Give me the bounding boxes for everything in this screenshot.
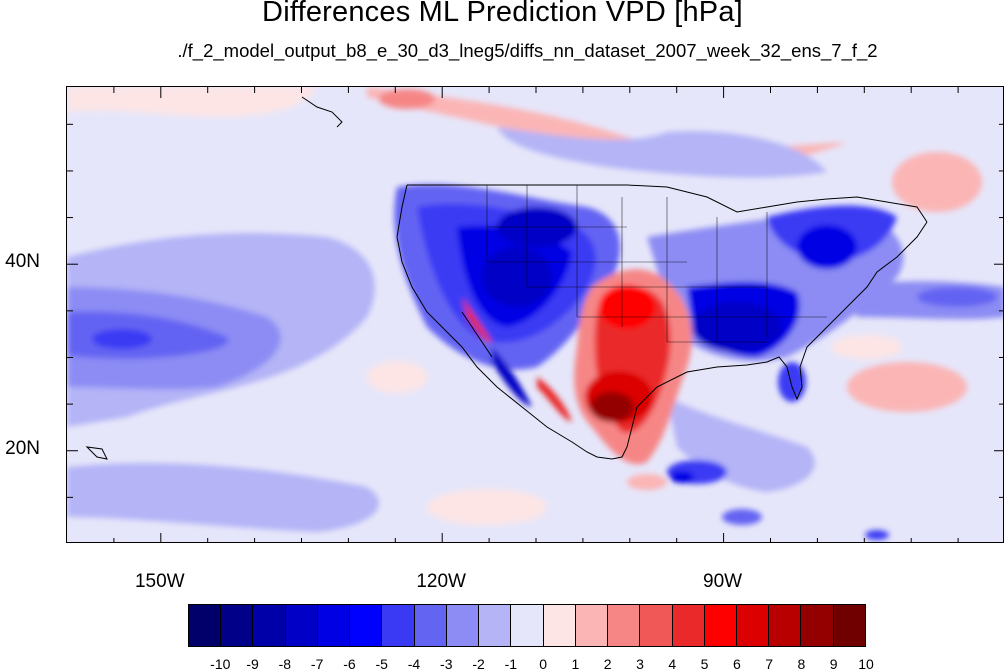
colorbar-label: 1: [571, 656, 580, 672]
colorbar-swatch: [479, 605, 512, 646]
colorbar-swatch: [414, 605, 447, 646]
colorbar-swatch: [704, 605, 737, 646]
colorbar-swatch: [801, 605, 834, 646]
colorbar-label: 0: [539, 656, 548, 672]
colorbar-label: -4: [407, 656, 421, 672]
colorbar-label: -8: [278, 656, 292, 672]
colorbar-label: -1: [504, 656, 518, 672]
colorbar-swatch: [833, 605, 865, 646]
colorbar: [188, 604, 866, 647]
colorbar-label: 9: [829, 656, 838, 672]
colorbar-swatch: [608, 605, 641, 646]
colorbar-swatch: [253, 605, 286, 646]
lat-label: 40N: [5, 251, 40, 273]
colorbar-label: -7: [310, 656, 324, 672]
map-ticks: [67, 87, 1003, 542]
colorbar-swatch: [189, 605, 222, 646]
colorbar-swatch: [511, 605, 544, 646]
colorbar-swatch: [446, 605, 480, 646]
map-subtitle: ./f_2_model_output_b8_e_30_d3_lneg5/diff…: [177, 40, 878, 61]
lat-label: 20N: [5, 437, 40, 459]
colorbar-label: 2: [603, 656, 612, 672]
colorbar-swatch: [575, 605, 609, 646]
colorbar-label: 7: [765, 656, 774, 672]
colorbar-label: -3: [440, 656, 453, 672]
colorbar-label: 10: [858, 656, 874, 672]
lon-label: 120W: [416, 571, 466, 592]
colorbar-label: 5: [700, 656, 709, 672]
map-canvas: [67, 87, 1003, 542]
colorbar-swatch: [736, 605, 770, 646]
colorbar-swatch: [317, 605, 351, 646]
colorbar-label: -9: [246, 656, 259, 672]
colorbar-label: 8: [797, 656, 806, 672]
lon-label: 90W: [703, 571, 743, 592]
colorbar-label: 6: [732, 656, 741, 672]
colorbar-swatch: [672, 605, 705, 646]
colorbar-label: -5: [375, 656, 388, 672]
lon-label: 150W: [134, 571, 185, 592]
colorbar-label: 4: [668, 656, 677, 672]
colorbar-label: -6: [343, 656, 356, 672]
colorbar-swatch: [382, 605, 415, 646]
colorbar-swatch: [640, 605, 673, 646]
state-borders: [486, 185, 827, 343]
colorbar-swatch: [221, 605, 254, 646]
colorbar-label: -10: [210, 656, 231, 672]
colorbar-swatch: [285, 605, 318, 646]
vpd-difference-map: [66, 86, 1004, 543]
colorbar-label: -2: [472, 656, 485, 672]
colorbar-label: 3: [636, 656, 644, 672]
colorbar-swatch: [769, 605, 802, 646]
map-title: Differences ML Prediction VPD [hPa]: [262, 0, 743, 28]
colorbar-swatch: [543, 605, 576, 646]
colorbar-swatch: [350, 605, 383, 646]
